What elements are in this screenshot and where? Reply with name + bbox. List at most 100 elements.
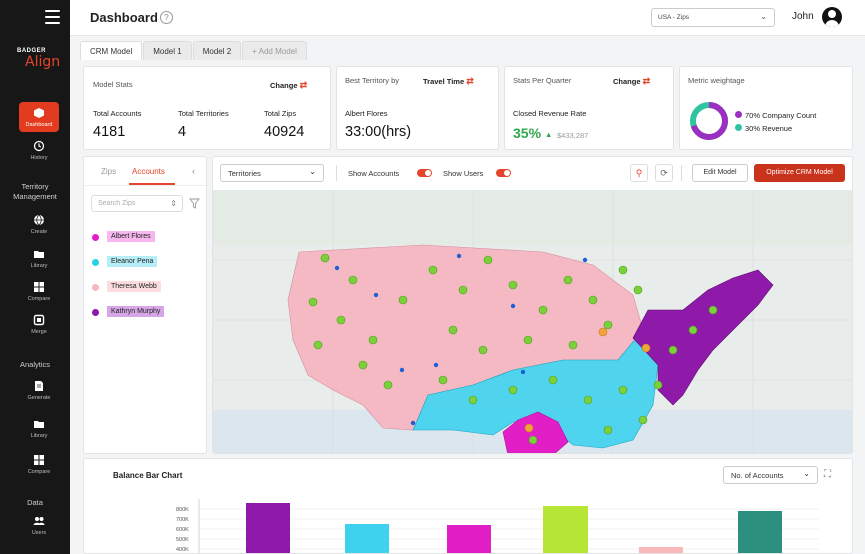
y-tick-label: 500K	[176, 537, 189, 543]
menu-icon[interactable]	[45, 10, 60, 24]
search-zips-input[interactable]: Search Zips ⇕	[91, 195, 183, 212]
bar[interactable]	[738, 511, 782, 554]
territories-select[interactable]: Territories ⌄	[220, 164, 324, 182]
weightage-title: Metric weightage	[688, 76, 745, 85]
bar[interactable]	[246, 503, 290, 554]
rep-name: Kathryn Murphy	[107, 306, 165, 317]
legend-company-count: 70% Company Count	[745, 111, 817, 120]
optimize-crm-model-button[interactable]: Optimize CRM Model	[754, 164, 845, 182]
sidebar-item-label: Users	[31, 530, 47, 536]
region-select-value: USA - Zips	[658, 14, 690, 21]
section-heading-territory: Territory Management	[13, 182, 57, 201]
bar[interactable]	[639, 547, 683, 554]
divider	[336, 165, 337, 181]
territory-albert-flores	[502, 411, 569, 453]
quarter-amount: $433,287	[557, 131, 589, 140]
sort-icon: ⇕	[170, 199, 177, 208]
bar[interactable]	[447, 525, 491, 554]
globe-icon	[34, 214, 44, 226]
balance-chart-panel: Balance Bar Chart No. of Accounts ⌄ ⛶ 80…	[83, 458, 853, 554]
tab-add-model[interactable]: + Add Model	[242, 41, 307, 60]
show-users-label: Show Users	[443, 169, 484, 178]
tab-crm-model[interactable]: CRM Model	[80, 41, 143, 60]
grid-icon	[34, 455, 44, 465]
sidebar-item-analytics-compare[interactable]: Compare	[19, 454, 59, 475]
model-stats-card: Model Stats Change ⇄ Total Accounts 4181…	[83, 66, 331, 150]
active-tab-underline	[129, 183, 175, 185]
sidebar-item-label: Merge	[31, 329, 47, 335]
bar[interactable]	[345, 524, 389, 554]
best-territory-value: 33:00(hrs)	[345, 124, 412, 140]
y-tick-label: 600K	[176, 527, 189, 533]
best-territory-card: Best Territory by Travel Time ⇄ Albert F…	[336, 66, 499, 150]
total-accounts-label: Total Accounts	[93, 109, 142, 118]
merge-icon	[33, 314, 45, 326]
sidebar-item-label: Generate	[27, 395, 51, 401]
total-territories-label: Total Territories	[178, 109, 229, 118]
territories-select-value: Territories	[228, 169, 261, 178]
quarter-metric-label: Closed Revenue Rate	[513, 109, 587, 118]
territory-eleanor-pena	[412, 329, 659, 449]
folder-icon	[34, 251, 44, 258]
territory-map[interactable]	[213, 190, 853, 454]
sidebar-item-label: Dashboard	[25, 122, 53, 128]
sidebar-item-merge[interactable]: Merge	[19, 314, 59, 335]
quarter-percent: 35%	[513, 125, 542, 141]
sidebar-item-create[interactable]: Create	[19, 214, 59, 235]
change-quarter-button[interactable]: Change ⇄	[613, 76, 650, 87]
avatar[interactable]	[822, 7, 842, 27]
best-territory-name: Albert Flores	[345, 109, 388, 118]
y-tick-label: 700K	[176, 517, 189, 523]
tab-accounts[interactable]: Accounts	[132, 167, 165, 176]
refresh-icon: ⇄	[642, 76, 651, 86]
change-label: Change	[613, 77, 641, 86]
tab-zips[interactable]: Zips	[101, 167, 117, 176]
chart-metric-select[interactable]: No. of Accounts ⌄	[723, 466, 818, 484]
balance-bar-chart: 800K 700K 600K 500K 400K	[176, 499, 819, 554]
user-name[interactable]: John	[792, 11, 814, 22]
document-icon	[35, 381, 43, 391]
sidebar-item-generate[interactable]: Generate	[19, 380, 59, 401]
sidebar-item-dashboard[interactable]: Dashboard	[19, 102, 59, 132]
sidebar-item-label: Library	[30, 433, 48, 439]
sidebar-item-analytics-library[interactable]: Library	[19, 418, 59, 439]
sidebar-item-compare[interactable]: Compare	[19, 281, 59, 302]
cluster-markers	[308, 253, 718, 445]
help-icon[interactable]: ?	[160, 11, 173, 24]
divider	[681, 165, 682, 181]
change-label: Change	[270, 81, 298, 90]
best-territory-metric-button[interactable]: Travel Time ⇄	[423, 76, 474, 87]
best-territory-title: Best Territory by	[345, 76, 400, 85]
filter-icon[interactable]	[189, 198, 200, 209]
edit-model-button[interactable]: Edit Model	[692, 164, 748, 182]
model-tabs: CRM Model Model 1 Model 2 + Add Model	[80, 41, 308, 60]
sidebar-item-library[interactable]: Library	[19, 248, 59, 269]
show-accounts-toggle[interactable]	[417, 169, 432, 177]
brand-logo: Align	[25, 54, 61, 70]
location-pins-icon[interactable]: ⚲	[630, 164, 648, 182]
expand-icon[interactable]: ⛶	[824, 469, 831, 480]
model-stats-title: Model Stats	[93, 80, 133, 89]
region-select[interactable]: USA - Zips ⌄	[651, 8, 775, 27]
tab-model-1[interactable]: Model 1	[143, 41, 192, 60]
cube-icon	[34, 108, 44, 118]
territory-kathryn-murphy	[632, 269, 774, 406]
rep-color-dot	[92, 259, 99, 266]
divider	[84, 185, 206, 186]
history-icon	[33, 140, 45, 152]
show-users-toggle[interactable]	[496, 169, 511, 177]
sidebar-item-users[interactable]: Users	[19, 515, 59, 536]
collapse-icon[interactable]: ‹	[192, 166, 195, 176]
tab-model-2[interactable]: Model 2	[192, 41, 242, 60]
change-model-stats-button[interactable]: Change ⇄	[270, 80, 307, 91]
chevron-down-icon: ⌄	[309, 167, 316, 176]
show-accounts-label: Show Accounts	[348, 169, 400, 178]
sidebar-item-history[interactable]: History	[19, 140, 59, 161]
bar[interactable]	[543, 506, 588, 554]
total-zips-label: Total Zips	[264, 109, 297, 118]
refresh-icon: ⇄	[466, 76, 474, 86]
chevron-down-icon: ⌄	[803, 469, 810, 478]
search-placeholder: Search Zips	[98, 200, 136, 207]
sidebar-item-label: Compare	[27, 469, 51, 475]
refresh-map-icon[interactable]: ⟳	[655, 164, 673, 182]
